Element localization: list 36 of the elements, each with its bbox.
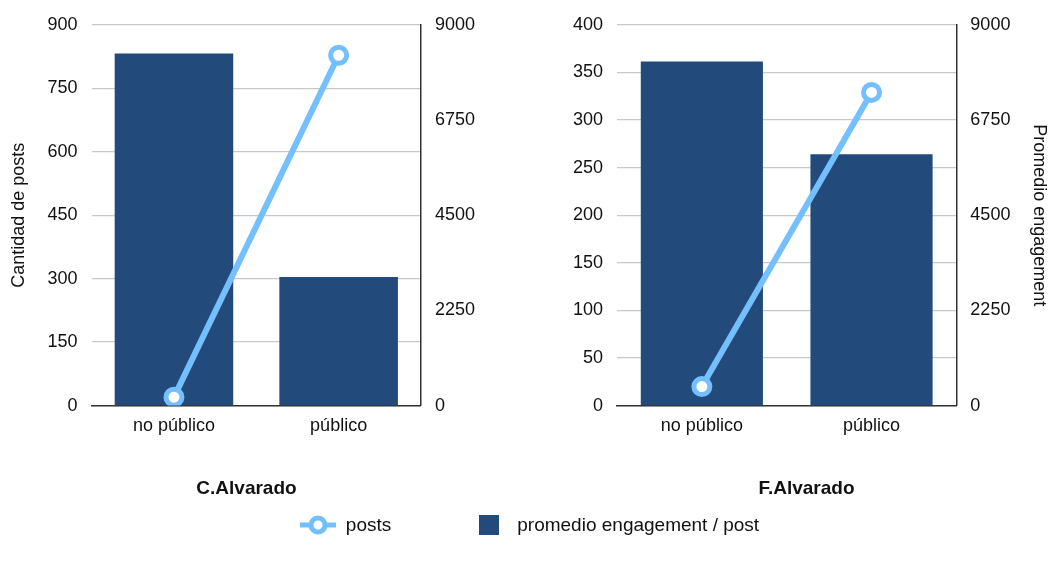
y-tick-label: 200: [572, 204, 604, 225]
y-tick-label: 400: [572, 13, 604, 34]
x-tick-label: público: [310, 415, 368, 436]
legend-label: promedio engagement / post: [517, 514, 760, 536]
y2-tick-label: 9000: [970, 13, 1011, 34]
y-tick-label: 50: [583, 346, 604, 367]
y2-tick-label: 9000: [434, 13, 475, 34]
y2-tick-label: 0: [434, 394, 445, 415]
text: F.Alvarado: [758, 476, 855, 498]
y-tick-label: 0: [593, 394, 604, 415]
y2-axis-title: Promedio engagement: [1030, 124, 1051, 307]
y-tick-label: 0: [67, 394, 78, 415]
y2-tick-label: 6750: [970, 108, 1011, 129]
y-tick-label: 100: [572, 299, 604, 320]
y-tick-label: 600: [47, 140, 78, 161]
y2-tick-label: 2250: [434, 299, 475, 320]
y-tick-label: 450: [47, 204, 78, 225]
text: C.Alvarado: [196, 476, 297, 498]
y2-tick-label: 4500: [434, 204, 475, 225]
x-tick-label: público: [843, 415, 901, 436]
y2-tick-label: 4500: [970, 204, 1011, 225]
y-tick-label: 750: [47, 77, 78, 98]
y2-tick-label: 6750: [434, 108, 475, 129]
x-tick-label: no público: [132, 415, 215, 436]
legend-label: posts: [345, 514, 392, 536]
y2-tick-label: 0: [970, 394, 981, 415]
x-tick-label: no público: [660, 415, 743, 436]
y-tick-label: 900: [47, 13, 78, 34]
y-tick-label: 300: [47, 267, 78, 288]
y-tick-label: 150: [572, 251, 604, 272]
y2-tick-label: 2250: [970, 299, 1011, 320]
y-tick-label: 300: [572, 108, 604, 129]
y-tick-label: 150: [47, 331, 78, 352]
y-tick-label: 350: [572, 61, 604, 82]
y-tick-label: 250: [572, 156, 604, 177]
y-axis-title: Cantidad de posts: [7, 142, 28, 288]
